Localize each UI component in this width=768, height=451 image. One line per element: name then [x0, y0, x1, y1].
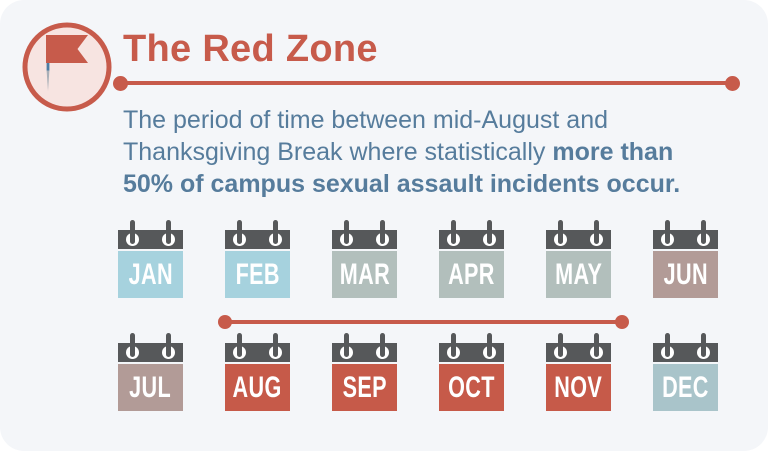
red-zone-endpoint-left — [218, 315, 232, 329]
intro-line-1: The period of time between mid-August an… — [123, 104, 743, 136]
calendar-body: JUN — [653, 251, 718, 298]
binder-pin-icon — [129, 333, 135, 357]
intro-line-3: 50% of campus sexual assault incidents o… — [123, 168, 743, 200]
binder-pin-icon — [236, 333, 242, 357]
binder-pin-icon — [557, 333, 563, 357]
calendar-mar: MAR — [332, 220, 397, 298]
calendar-nov: NOV — [546, 333, 611, 411]
binder-pin-icon — [450, 333, 456, 357]
month-label: APR — [448, 257, 495, 291]
calendar-jan: JAN — [118, 220, 183, 298]
calendar-header-bar — [439, 343, 504, 362]
flag-icon — [22, 22, 112, 112]
month-label: FEB — [235, 257, 280, 291]
title-underline — [113, 75, 740, 91]
calendar-body: NOV — [546, 364, 611, 411]
calendar-row-2: JUL AUG SEP OCT — [118, 333, 718, 411]
month-label: NOV — [554, 370, 603, 404]
underline-endpoint-left — [113, 75, 128, 91]
binder-pin-icon — [343, 333, 349, 357]
calendar-header-bar — [118, 343, 183, 362]
calendar-header-bar — [439, 230, 504, 249]
flag-badge — [22, 22, 112, 112]
calendar-body: MAY — [546, 251, 611, 298]
binder-pin-icon — [272, 220, 278, 244]
binder-pin-icon — [700, 220, 706, 244]
intro-text-normal: Thanksgiving Break where statistically — [123, 138, 553, 166]
calendar-oct: OCT — [439, 333, 504, 411]
calendar-header-bar — [332, 230, 397, 249]
calendar-header-bar — [225, 230, 290, 249]
binder-pin-icon — [486, 333, 492, 357]
month-label: JUL — [129, 370, 172, 404]
red-zone-span-line — [218, 315, 629, 329]
calendar-header-bar — [653, 343, 718, 362]
month-label: MAR — [339, 257, 390, 291]
red-zone-endpoint-right — [615, 315, 629, 329]
binder-pin-icon — [129, 220, 135, 244]
calendar-header-bar — [546, 343, 611, 362]
calendar-feb: FEB — [225, 220, 290, 298]
calendar-body: MAR — [332, 251, 397, 298]
month-label: SEP — [342, 370, 387, 404]
month-label: JAN — [128, 257, 173, 291]
month-label: OCT — [448, 370, 495, 404]
calendar-body: FEB — [225, 251, 290, 298]
month-label: DEC — [662, 370, 709, 404]
calendar-header-bar — [225, 343, 290, 362]
intro-line-2: Thanksgiving Break where statistically m… — [123, 136, 743, 168]
binder-pin-icon — [664, 333, 670, 357]
intro-text: The period of time between mid-August an… — [123, 104, 743, 200]
calendar-may: MAY — [546, 220, 611, 298]
calendar-header-bar — [332, 343, 397, 362]
calendar-jun: JUN — [653, 220, 718, 298]
intro-text-normal: The period of time between mid-August an… — [123, 106, 608, 134]
page-title: The Red Zone — [123, 28, 378, 70]
binder-pin-icon — [379, 333, 385, 357]
binder-pin-icon — [343, 220, 349, 244]
binder-pin-icon — [165, 220, 171, 244]
calendar-body: JAN — [118, 251, 183, 298]
intro-text-bold: 50% of campus sexual assault incidents o… — [123, 170, 681, 198]
calendar-apr: APR — [439, 220, 504, 298]
binder-pin-icon — [272, 333, 278, 357]
calendar-row-1: JAN FEB MAR APR — [118, 220, 718, 298]
calendar-body: SEP — [332, 364, 397, 411]
calendar-header-bar — [546, 230, 611, 249]
calendar-header-bar — [118, 230, 183, 249]
underline-endpoint-right — [725, 75, 740, 91]
calendar-body: DEC — [653, 364, 718, 411]
calendar-body: JUL — [118, 364, 183, 411]
calendar-body: APR — [439, 251, 504, 298]
binder-pin-icon — [593, 220, 599, 244]
month-label: MAY — [554, 257, 603, 291]
calendar-body: OCT — [439, 364, 504, 411]
month-label: JUN — [663, 257, 708, 291]
calendar-grid: JAN FEB MAR APR — [118, 220, 718, 411]
binder-pin-icon — [450, 220, 456, 244]
binder-pin-icon — [486, 220, 492, 244]
calendar-aug: AUG — [225, 333, 290, 411]
binder-pin-icon — [236, 220, 242, 244]
calendar-header-bar — [653, 230, 718, 249]
binder-pin-icon — [593, 333, 599, 357]
binder-pin-icon — [557, 220, 563, 244]
calendar-sep: SEP — [332, 333, 397, 411]
month-label: AUG — [232, 370, 283, 404]
calendar-body: AUG — [225, 364, 290, 411]
binder-pin-icon — [700, 333, 706, 357]
calendar-jul: JUL — [118, 333, 183, 411]
binder-pin-icon — [165, 333, 171, 357]
intro-text-bold: more than — [552, 138, 674, 166]
calendar-dec: DEC — [653, 333, 718, 411]
binder-pin-icon — [664, 220, 670, 244]
binder-pin-icon — [379, 220, 385, 244]
